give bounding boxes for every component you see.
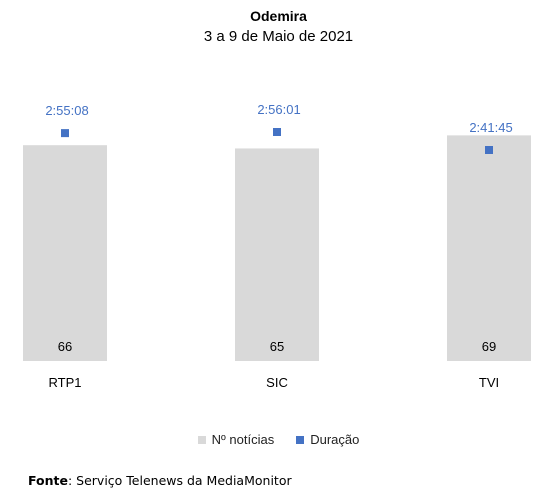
bar-sic (235, 148, 319, 361)
legend-swatch-bar (197, 435, 206, 444)
source-note: Fonte: Serviço Telenews da MediaMonitor (28, 473, 292, 488)
category-label: SIC (266, 375, 288, 390)
source-label: Fonte (28, 473, 68, 488)
bar-value-label: 65 (270, 339, 284, 354)
source-text: : Serviço Telenews da MediaMonitor (67, 473, 292, 488)
chart-title: Odemira (250, 8, 307, 24)
legend-swatch-marker (296, 435, 305, 444)
duration-marker (485, 146, 493, 154)
duration-marker (273, 128, 281, 136)
chart-legend: Nº notícias Duração (0, 432, 557, 447)
bar-value-label: 69 (482, 339, 496, 354)
legend-label-duration: Duração (310, 432, 360, 447)
chart-plot-area: 66 2:55:08 RTP1 65 2:56:01 SIC 69 2:41:45 TVI (23, 102, 531, 390)
legend-item-news-count: Nº notícias (197, 432, 275, 447)
category-label: TVI (479, 375, 499, 390)
duration-value-label: 2:41:45 (469, 120, 512, 135)
bar-value-label: 66 (58, 339, 72, 354)
bar-tvi (447, 135, 531, 361)
category-label: RTP1 (49, 375, 82, 390)
duration-marker (61, 129, 69, 138)
duration-value-label: 2:56:01 (257, 102, 300, 117)
duration-value-label: 2:55:08 (45, 103, 88, 118)
bar-rtp1 (23, 145, 107, 361)
chart-subtitle: 3 a 9 de Maio de 2021 (203, 28, 354, 45)
legend-item-duration: Duração (296, 432, 359, 447)
legend-label-news-count: Nº notícias (211, 432, 275, 447)
